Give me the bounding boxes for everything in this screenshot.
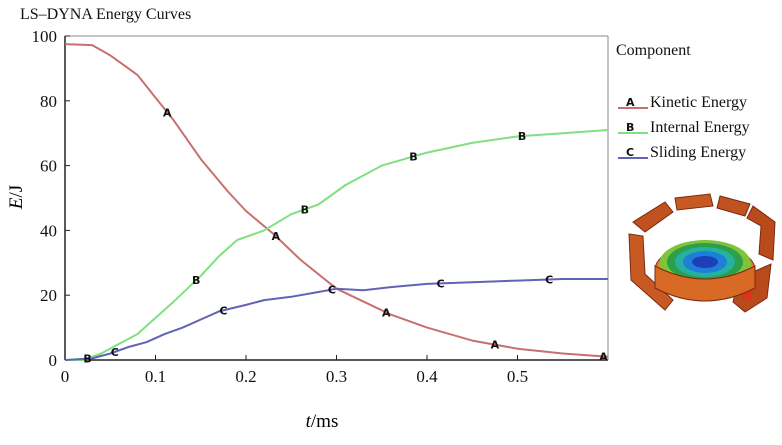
legend-label: Sliding Energy bbox=[650, 144, 747, 161]
series-lines bbox=[64, 43, 609, 361]
series-marker-C: C bbox=[545, 273, 553, 286]
x-tick-label: 0 bbox=[61, 367, 70, 386]
series-marker-B: B bbox=[192, 274, 200, 287]
y-tick-label: 80 bbox=[40, 92, 57, 111]
legend-swatch bbox=[618, 132, 648, 134]
series-marker-B: B bbox=[409, 151, 417, 164]
legend-label: Kinetic Energy bbox=[650, 94, 748, 111]
y-axis-label: E/J bbox=[6, 185, 27, 210]
y-tick-label: 40 bbox=[40, 221, 57, 240]
series-marker-A: A bbox=[163, 106, 172, 119]
series-marker-B: B bbox=[301, 203, 309, 216]
x-tick-label: 0.3 bbox=[326, 367, 347, 386]
legend-marker: B bbox=[626, 121, 635, 134]
chart-title: LS–DYNA Energy Curves bbox=[20, 6, 192, 23]
series-marker-B: B bbox=[518, 130, 526, 143]
plot-area bbox=[65, 36, 608, 360]
y-tick-label: 20 bbox=[40, 286, 57, 305]
series-marker-C: C bbox=[328, 284, 336, 297]
y-tick-label: 60 bbox=[40, 157, 57, 176]
series-marker-C: C bbox=[437, 277, 445, 290]
series-markers: A A A A A B B B B B C C C C C bbox=[83, 106, 608, 365]
legend-label: Internal Energy bbox=[650, 119, 750, 136]
y-tick-label: 0 bbox=[49, 351, 58, 370]
axes bbox=[64, 35, 609, 361]
legend-swatch bbox=[618, 157, 648, 159]
series-marker-A: A bbox=[272, 230, 281, 243]
legend-title: Component bbox=[616, 42, 691, 59]
x-tick-label: 0.5 bbox=[507, 367, 528, 386]
series-marker-A: A bbox=[599, 350, 608, 363]
legend-marker: C bbox=[626, 146, 635, 159]
series-marker-A: A bbox=[382, 306, 391, 319]
plot-background bbox=[65, 36, 608, 360]
series-marker-C: C bbox=[219, 304, 227, 317]
x-tick-label: 0.2 bbox=[235, 367, 256, 386]
legend-swatch bbox=[618, 107, 648, 109]
x-tick-label: 0.1 bbox=[145, 367, 166, 386]
series-line-1 bbox=[64, 43, 609, 358]
series-marker-A: A bbox=[491, 339, 500, 352]
x-axis-label: t/ms bbox=[306, 411, 339, 432]
fem-mesh-model bbox=[628, 193, 776, 313]
series-line-3 bbox=[64, 278, 608, 361]
tick-labels: 0 0.1 0.2 0.3 0.4 0.5 0 20 40 60 80 100 bbox=[32, 27, 529, 386]
x-tick-label: 0.4 bbox=[416, 367, 438, 386]
series-marker-B: B bbox=[83, 352, 91, 365]
series-line-2 bbox=[65, 129, 609, 361]
legend-marker: A bbox=[626, 96, 635, 109]
y-tick-label: 100 bbox=[32, 27, 58, 46]
series-marker-C: C bbox=[111, 346, 119, 359]
